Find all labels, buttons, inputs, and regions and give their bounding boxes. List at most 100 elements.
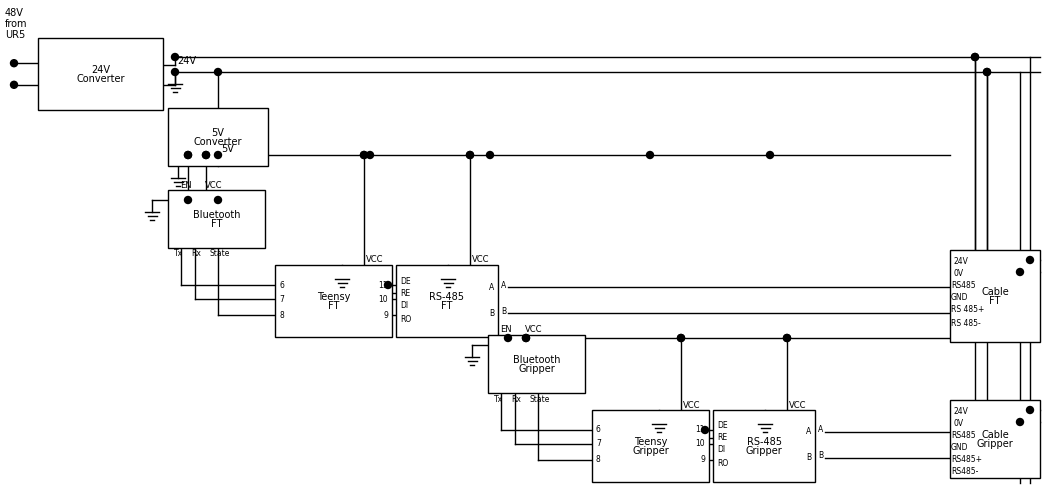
Text: 5V: 5V (211, 128, 225, 138)
Text: RS485: RS485 (951, 432, 976, 440)
Circle shape (203, 152, 209, 158)
Bar (38, 38, 163, 110)
Text: 5V: 5V (221, 144, 233, 154)
Circle shape (214, 69, 222, 75)
Text: A: A (489, 282, 494, 292)
Text: Converter: Converter (193, 137, 242, 147)
Text: from: from (5, 19, 27, 29)
Text: 6: 6 (279, 280, 284, 290)
Text: RS 485-: RS 485- (951, 319, 981, 329)
Circle shape (360, 152, 367, 158)
Text: RE: RE (400, 289, 410, 297)
Bar (488, 335, 585, 393)
Text: 11: 11 (378, 280, 388, 290)
Text: VCC: VCC (205, 180, 223, 190)
Circle shape (505, 334, 511, 342)
Text: FT: FT (327, 301, 339, 311)
Circle shape (384, 281, 392, 289)
Bar (950, 250, 1040, 342)
Text: B: B (501, 307, 506, 315)
Text: B: B (806, 453, 811, 463)
Circle shape (214, 196, 222, 204)
Text: A: A (818, 426, 824, 434)
Text: Rx: Rx (511, 395, 521, 403)
Circle shape (678, 334, 684, 342)
Text: 8: 8 (279, 311, 284, 319)
Text: 24V: 24V (177, 56, 196, 66)
Circle shape (1026, 257, 1034, 263)
Text: RO: RO (717, 459, 729, 469)
Text: 10: 10 (695, 439, 705, 449)
Circle shape (1026, 406, 1034, 414)
Circle shape (784, 334, 791, 342)
Bar (396, 265, 498, 337)
Text: VCC: VCC (789, 400, 807, 410)
Text: DE: DE (717, 421, 728, 431)
Text: 7: 7 (279, 295, 284, 303)
Circle shape (185, 196, 191, 204)
Text: 6: 6 (596, 426, 601, 434)
Circle shape (523, 334, 529, 342)
Text: Teensy: Teensy (634, 437, 667, 447)
Text: Teensy: Teensy (317, 292, 351, 302)
Text: FT: FT (989, 296, 1001, 306)
Text: 48V: 48V (5, 8, 24, 18)
Text: 9: 9 (700, 455, 705, 465)
Text: 10: 10 (378, 295, 388, 303)
Circle shape (214, 152, 222, 158)
Text: VCC: VCC (472, 256, 490, 264)
Text: Gripper: Gripper (746, 446, 782, 456)
Circle shape (523, 334, 529, 342)
Text: VCC: VCC (366, 256, 383, 264)
Circle shape (467, 152, 473, 158)
Text: RS 485+: RS 485+ (951, 306, 984, 314)
Circle shape (11, 81, 18, 88)
Bar (950, 400, 1040, 478)
Text: 0V: 0V (953, 419, 963, 429)
Text: Cable: Cable (981, 287, 1008, 297)
Circle shape (972, 53, 979, 60)
Text: RS-485: RS-485 (747, 437, 781, 447)
Text: 24V: 24V (953, 258, 968, 266)
Text: RS485-: RS485- (951, 468, 978, 476)
Text: UR5: UR5 (5, 30, 25, 40)
Text: GND: GND (951, 294, 968, 302)
Text: Bluetooth: Bluetooth (193, 210, 241, 220)
Circle shape (171, 53, 178, 60)
Circle shape (972, 53, 979, 60)
Text: Converter: Converter (76, 74, 125, 84)
Circle shape (487, 152, 493, 158)
Text: 7: 7 (596, 439, 601, 449)
Circle shape (784, 334, 791, 342)
Circle shape (185, 152, 191, 158)
Circle shape (1017, 418, 1023, 426)
Text: State: State (530, 395, 550, 403)
Bar (592, 410, 709, 482)
Text: DI: DI (717, 446, 725, 454)
Circle shape (678, 334, 684, 342)
Circle shape (646, 152, 654, 158)
Bar (168, 108, 268, 166)
Circle shape (467, 152, 473, 158)
Text: 24V: 24V (91, 65, 110, 75)
Text: B: B (818, 451, 823, 461)
Text: Bluetooth: Bluetooth (513, 355, 561, 365)
Text: Rx: Rx (191, 249, 201, 259)
Text: VCC: VCC (683, 400, 700, 410)
Bar (275, 265, 392, 337)
Text: B: B (489, 309, 494, 317)
Circle shape (185, 152, 191, 158)
Text: 9: 9 (383, 311, 388, 319)
Bar (713, 410, 815, 482)
Text: 8: 8 (596, 455, 601, 465)
Text: 11: 11 (696, 426, 705, 434)
Text: 24V: 24V (953, 407, 968, 417)
Circle shape (11, 60, 18, 67)
Text: EN: EN (501, 326, 512, 334)
Text: RS-485: RS-485 (430, 292, 465, 302)
Text: RO: RO (400, 314, 411, 324)
Text: VCC: VCC (525, 326, 543, 334)
Circle shape (1017, 268, 1023, 276)
Text: DE: DE (400, 277, 411, 285)
Text: RS485+: RS485+ (951, 455, 982, 465)
